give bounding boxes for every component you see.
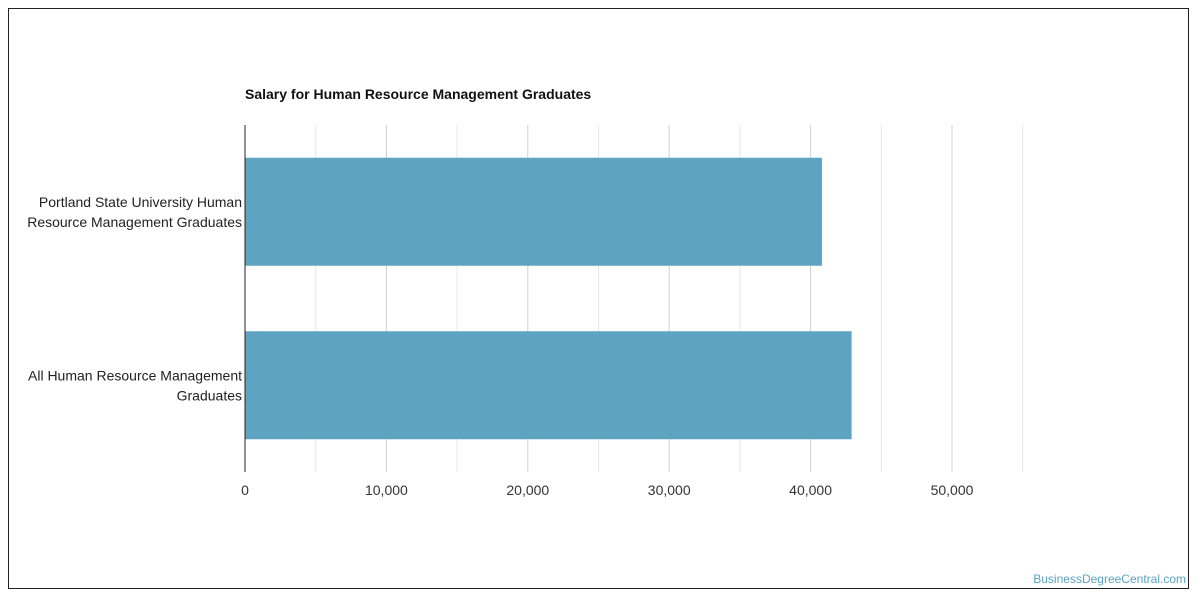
bar[interactable] xyxy=(245,157,822,266)
x-tick-label: 50,000 xyxy=(931,482,974,498)
category-labels: Portland State University Human Resource … xyxy=(27,194,242,404)
x-tick-label: 30,000 xyxy=(648,482,691,498)
chart-frame xyxy=(8,8,1189,589)
category-label: All Human Resource Management Graduates xyxy=(28,367,242,403)
x-tick-label: 10,000 xyxy=(365,482,408,498)
watermark[interactable]: BusinessDegreeCentral.com xyxy=(1033,572,1186,586)
x-tick-labels: 0 10,000 20,000 30,000 40,000 50,000 xyxy=(241,482,974,498)
bars xyxy=(245,157,852,440)
bar[interactable] xyxy=(245,331,852,440)
chart-title: Salary for Human Resource Management Gra… xyxy=(245,86,592,102)
category-label: Portland State University Human Resource … xyxy=(27,194,242,230)
x-tick-label: 0 xyxy=(241,482,249,498)
x-tick-label: 20,000 xyxy=(506,482,549,498)
x-tick-label: 40,000 xyxy=(789,482,832,498)
